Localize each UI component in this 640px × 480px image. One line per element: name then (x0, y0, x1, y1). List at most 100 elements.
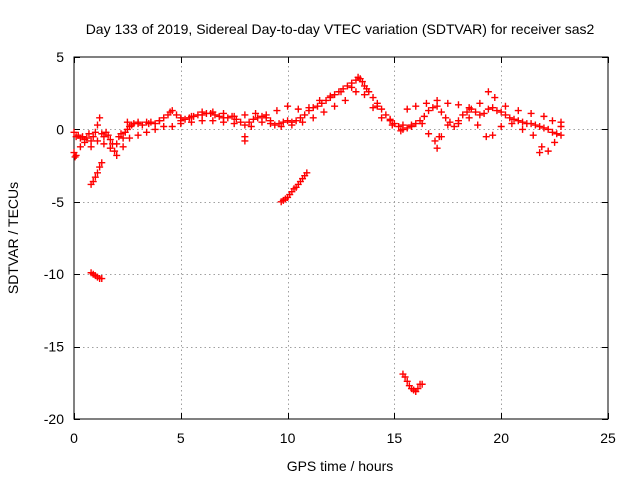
data-point (557, 131, 565, 139)
data-point (397, 127, 405, 135)
data-point (143, 128, 151, 136)
data-point (292, 117, 300, 125)
data-point (395, 123, 403, 131)
data-point (425, 107, 433, 115)
data-point (401, 373, 409, 381)
y-tick-label: -10 (44, 266, 64, 282)
data-point (527, 109, 535, 117)
data-point (85, 130, 93, 138)
data-point (271, 121, 279, 129)
y-tick-labels: 5 0 -5 -10 -15 -20 (44, 49, 64, 427)
data-point (314, 102, 322, 110)
data-point (91, 128, 99, 136)
data-point (337, 88, 345, 96)
data-points (70, 73, 565, 395)
data-point (160, 114, 168, 122)
data-point (514, 107, 522, 115)
data-point (93, 169, 101, 177)
data-point (87, 143, 95, 151)
data-point (316, 96, 324, 104)
data-point (119, 134, 127, 142)
data-point (489, 131, 497, 139)
data-point (444, 121, 452, 129)
data-point (557, 118, 565, 126)
y-tick-label: 0 (56, 121, 64, 137)
data-point (454, 101, 462, 109)
ticks (74, 57, 609, 420)
data-point (519, 118, 527, 126)
data-point (106, 136, 114, 144)
data-point (96, 114, 104, 122)
data-point (531, 121, 539, 129)
data-point (220, 118, 228, 126)
data-point (363, 85, 371, 93)
data-point (482, 133, 490, 141)
data-point (414, 385, 422, 393)
data-point (514, 117, 522, 125)
x-tick-label: 5 (177, 430, 185, 446)
data-point (497, 123, 505, 131)
data-point (284, 102, 292, 110)
data-point (209, 108, 217, 116)
x-tick-labels: 0 5 10 15 20 25 (70, 430, 616, 446)
data-point (465, 114, 473, 122)
data-point (412, 102, 420, 110)
data-point (273, 107, 281, 115)
data-point (425, 130, 433, 138)
data-point (433, 144, 441, 152)
x-tick-label: 20 (493, 430, 509, 446)
data-point (491, 94, 499, 102)
data-point (303, 169, 311, 177)
series (87, 269, 106, 283)
data-point (551, 138, 559, 146)
data-point (113, 140, 121, 148)
data-point (341, 96, 349, 104)
data-point (501, 102, 509, 110)
data-point (117, 130, 125, 138)
data-point (145, 120, 153, 128)
data-point (100, 140, 108, 148)
series (399, 370, 426, 395)
data-point (106, 144, 114, 152)
data-point (249, 115, 257, 123)
data-point (508, 120, 516, 128)
data-point (433, 96, 441, 104)
grid (74, 57, 608, 419)
data-point (134, 118, 142, 126)
series (123, 73, 565, 129)
data-point (71, 153, 79, 161)
data-point (418, 380, 426, 388)
data-point (540, 124, 548, 132)
data-point (83, 134, 91, 142)
data-point (181, 115, 189, 123)
data-point (113, 151, 121, 159)
data-point (166, 108, 174, 116)
data-point (412, 120, 420, 128)
data-point (544, 125, 552, 133)
data-point (155, 117, 163, 125)
data-point (506, 114, 514, 122)
data-point (104, 131, 112, 139)
data-point (198, 117, 206, 125)
data-point (173, 111, 181, 119)
data-point (126, 134, 134, 142)
y-tick-label: 5 (56, 49, 64, 65)
data-point (548, 128, 556, 136)
data-point (429, 104, 437, 112)
data-point (123, 118, 131, 126)
data-point (247, 123, 255, 131)
data-point (480, 109, 488, 117)
data-point (267, 120, 275, 128)
y-tick-label: -15 (44, 339, 64, 355)
data-point (352, 88, 360, 96)
data-point (358, 78, 366, 86)
data-point (527, 120, 535, 128)
x-tick-label: 10 (280, 430, 296, 446)
data-point (177, 120, 185, 128)
data-point (378, 105, 386, 113)
data-point (382, 111, 390, 119)
data-point (305, 104, 313, 112)
data-point (151, 125, 159, 133)
